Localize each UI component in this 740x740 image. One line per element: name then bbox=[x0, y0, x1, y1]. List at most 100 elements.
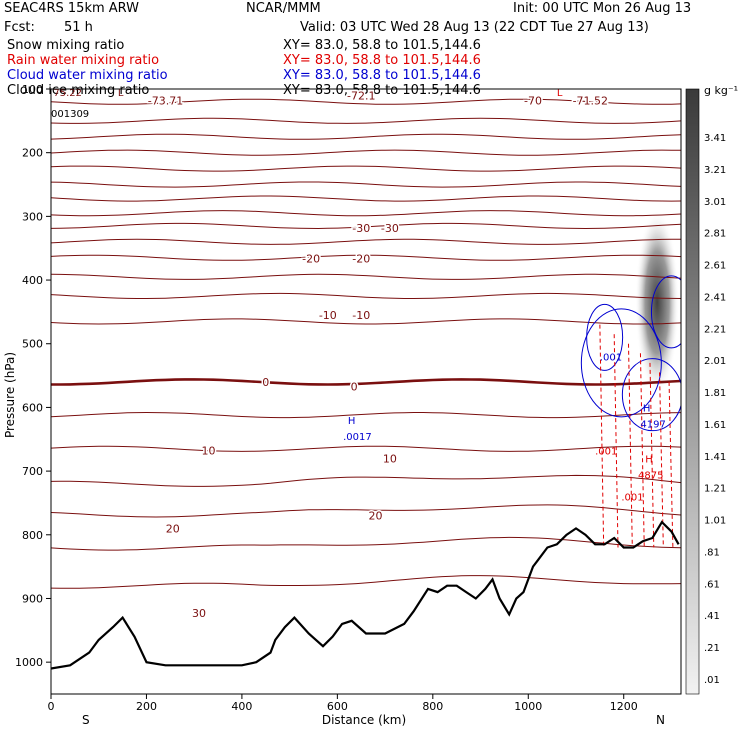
endpoint-south: S bbox=[82, 713, 90, 727]
colorbar-label: .41 bbox=[704, 611, 720, 622]
isotherm-label: 0 bbox=[351, 380, 358, 393]
terrain-line bbox=[51, 520, 680, 670]
colorbar-label: 2.21 bbox=[704, 324, 726, 335]
extremum-label: 4875 bbox=[638, 470, 663, 481]
x-tick-label: 200 bbox=[136, 700, 157, 713]
rain-contour bbox=[639, 353, 645, 548]
cloud-water-contour bbox=[650, 275, 681, 349]
extremum-label: H bbox=[645, 454, 653, 465]
isotherm-label: -10 bbox=[319, 309, 337, 322]
isotherm-label: 20 bbox=[166, 522, 180, 535]
init-time: Init: 00 UTC Mon 26 Aug 13 bbox=[513, 1, 691, 16]
legend-entry-xy: XY= 83.0, 58.8 to 101.5,144.6 bbox=[283, 38, 481, 53]
isotherm-label: -71.52 bbox=[573, 94, 608, 107]
isotherm-label: -72.1 bbox=[347, 89, 375, 102]
plot-frame bbox=[50, 88, 682, 695]
y-tick-label: 900 bbox=[22, 592, 43, 605]
isotherm-label: -70 bbox=[524, 94, 542, 107]
isotherm-line bbox=[51, 133, 681, 140]
isotherm-line bbox=[51, 318, 681, 325]
rain-contour bbox=[668, 381, 674, 548]
y-tick-label: 400 bbox=[22, 274, 43, 287]
x-tick-label: 600 bbox=[327, 700, 348, 713]
legend-entry-xy: XY= 83.0, 58.8 to 101.5,144.6 bbox=[283, 83, 481, 98]
y-tick-label: 700 bbox=[22, 465, 43, 478]
colorbar-label: .21 bbox=[704, 643, 720, 654]
endpoint-north: N bbox=[656, 713, 665, 727]
extremum-label: 4197 bbox=[640, 419, 665, 430]
y-tick-label: 500 bbox=[22, 338, 43, 351]
extremum-label: 001309 bbox=[51, 109, 89, 120]
isotherm-line bbox=[51, 195, 681, 202]
colorbar-label: .81 bbox=[704, 547, 720, 558]
y-tick-label: 200 bbox=[22, 147, 43, 160]
extremum-label: .001 bbox=[595, 447, 617, 458]
fcst-label: Fcst: bbox=[4, 20, 35, 35]
extremum-label: H bbox=[643, 403, 651, 414]
snow-core bbox=[635, 210, 680, 395]
rain-contour bbox=[613, 334, 619, 548]
isotherm-label: -20 bbox=[352, 252, 370, 265]
extremum-label: .001 bbox=[600, 352, 622, 363]
isotherm-label: 20 bbox=[369, 510, 383, 523]
contour-labels: -73.71 -72.1 -70 -71.52-30 -30-20 -20-10 -100 0… bbox=[51, 88, 666, 622]
rain-contour bbox=[628, 343, 633, 548]
isotherm-label: 0 bbox=[262, 376, 269, 389]
isotherm-line bbox=[51, 378, 681, 386]
colorbar-label: 1.21 bbox=[704, 484, 726, 495]
legend-entry-name: Cloud ice mixing ratio bbox=[7, 83, 149, 98]
colorbar bbox=[685, 88, 700, 695]
isotherm-label: -30 bbox=[381, 222, 399, 235]
rain-contour bbox=[649, 362, 655, 548]
isotherm-line bbox=[51, 222, 681, 230]
isotherm-line bbox=[51, 149, 681, 156]
isotherm-line bbox=[51, 504, 681, 518]
isotherm-line bbox=[51, 445, 681, 452]
legend-entry-xy: XY= 83.0, 58.8 to 101.5,144.6 bbox=[283, 53, 481, 68]
isotherm-line bbox=[51, 98, 681, 105]
colorbar-label: 3.21 bbox=[704, 165, 726, 176]
terrain bbox=[51, 520, 680, 670]
colorbar-label: 3.01 bbox=[704, 197, 726, 208]
x-axis-title: Distance (km) bbox=[322, 713, 406, 727]
y-tick-label: 1000 bbox=[15, 656, 43, 669]
valid-time: Valid: 03 UTC Wed 28 Aug 13 (22 CDT Tue … bbox=[300, 20, 649, 35]
fcst-value: 51 h bbox=[64, 20, 93, 35]
rain-water-contours bbox=[599, 324, 674, 548]
y-tick-label: 800 bbox=[22, 529, 43, 542]
isotherm-line bbox=[51, 165, 681, 172]
axes: 0 200 400 600 800 1000 12001002003004005006007… bbox=[15, 83, 638, 713]
extremum-label: H bbox=[348, 416, 356, 427]
x-tick-label: 800 bbox=[422, 700, 443, 713]
colorbar-label: 1.81 bbox=[704, 388, 726, 399]
x-tick-label: 1200 bbox=[610, 700, 638, 713]
colorbar-labels: 3.41 3.21 3.01 2.81 2.61 2.41 2.21 2.01 1.81 1.61… bbox=[704, 133, 726, 686]
isotherm-line bbox=[51, 575, 681, 589]
colorbar-unit: g kg⁻¹ bbox=[704, 84, 738, 97]
y-axis-title: Pressure (hPa) bbox=[3, 352, 17, 438]
isotherm-line bbox=[51, 292, 681, 299]
isotherm-line bbox=[51, 238, 681, 245]
colorbar-label: 2.81 bbox=[704, 229, 726, 240]
model-title: SEAC4RS 15km ARW bbox=[4, 1, 139, 16]
x-tick-label: 1000 bbox=[514, 700, 542, 713]
isotherm-label: -30 bbox=[352, 222, 370, 235]
extremum-label: L bbox=[118, 88, 124, 99]
isotherm-line bbox=[51, 273, 681, 280]
rain-contour bbox=[599, 324, 605, 548]
colorbar-label: 3.41 bbox=[704, 133, 726, 144]
colorbar-label: .61 bbox=[704, 579, 720, 590]
colorbar-label: 1.01 bbox=[704, 516, 726, 527]
colorbar-label: .01 bbox=[704, 675, 720, 686]
extremum-label: .0017 bbox=[343, 432, 372, 443]
rain-contour bbox=[659, 372, 664, 548]
x-tick-label: 0 bbox=[48, 700, 55, 713]
isotherm-line bbox=[51, 181, 681, 188]
legend: Snow mixing ratio XY= 83.0, 58.8 to 101.5… bbox=[7, 38, 481, 98]
colorbar-label: 2.61 bbox=[704, 261, 726, 272]
cloud-water-contour bbox=[621, 358, 681, 432]
y-tick-label: 300 bbox=[22, 210, 43, 223]
y-tick-label: 100 bbox=[22, 83, 43, 96]
extremum-label: .001 bbox=[621, 493, 643, 504]
